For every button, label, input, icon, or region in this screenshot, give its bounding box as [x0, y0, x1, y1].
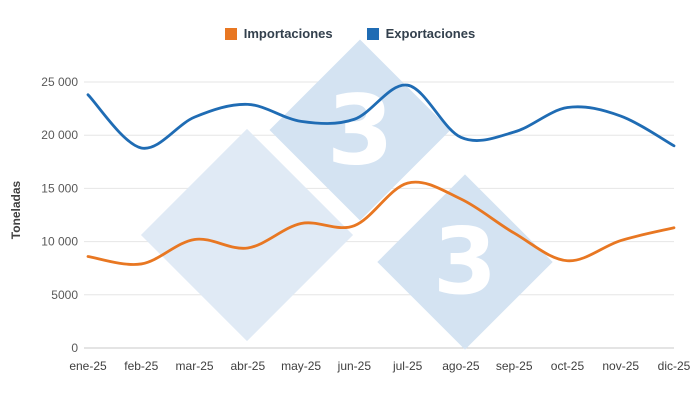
x-category-label: mar-25 [176, 359, 214, 373]
x-category-label: ene-25 [69, 359, 107, 373]
x-category-label: sep-25 [496, 359, 533, 373]
series-line-importaciones [86, 180, 676, 266]
y-axis-title: Toneladas [9, 180, 23, 240]
legend-swatch-importaciones [224, 27, 237, 40]
chart-legend: Importaciones Exportaciones [0, 26, 700, 41]
y-tick-label: 20 000 [41, 128, 78, 142]
legend-item-importaciones[interactable]: Importaciones [224, 26, 333, 41]
legend-label-exportaciones: Exportaciones [385, 26, 476, 41]
x-category-label: jul-25 [392, 359, 423, 373]
x-category-label: feb-25 [124, 359, 158, 373]
x-category-label: abr-25 [230, 359, 265, 373]
x-category-label: nov-25 [602, 359, 639, 373]
y-tick-label: 5000 [51, 288, 78, 302]
y-tick-label: 10 000 [41, 235, 78, 249]
x-category-label: ago-25 [442, 359, 480, 373]
x-category-label: jun-25 [337, 359, 372, 373]
y-tick-label: 25 000 [41, 75, 78, 89]
x-category-label: oct-25 [551, 359, 585, 373]
legend-label-importaciones: Importaciones [243, 26, 333, 41]
y-tick-label: 15 000 [41, 181, 78, 195]
x-category-label: dic-25 [658, 359, 691, 373]
x-category-label: may-25 [281, 359, 321, 373]
legend-item-exportaciones[interactable]: Exportaciones [366, 26, 476, 41]
series-line-exportaciones [86, 83, 676, 150]
legend-swatch-exportaciones [366, 27, 379, 40]
y-tick-label: 0 [71, 341, 78, 355]
